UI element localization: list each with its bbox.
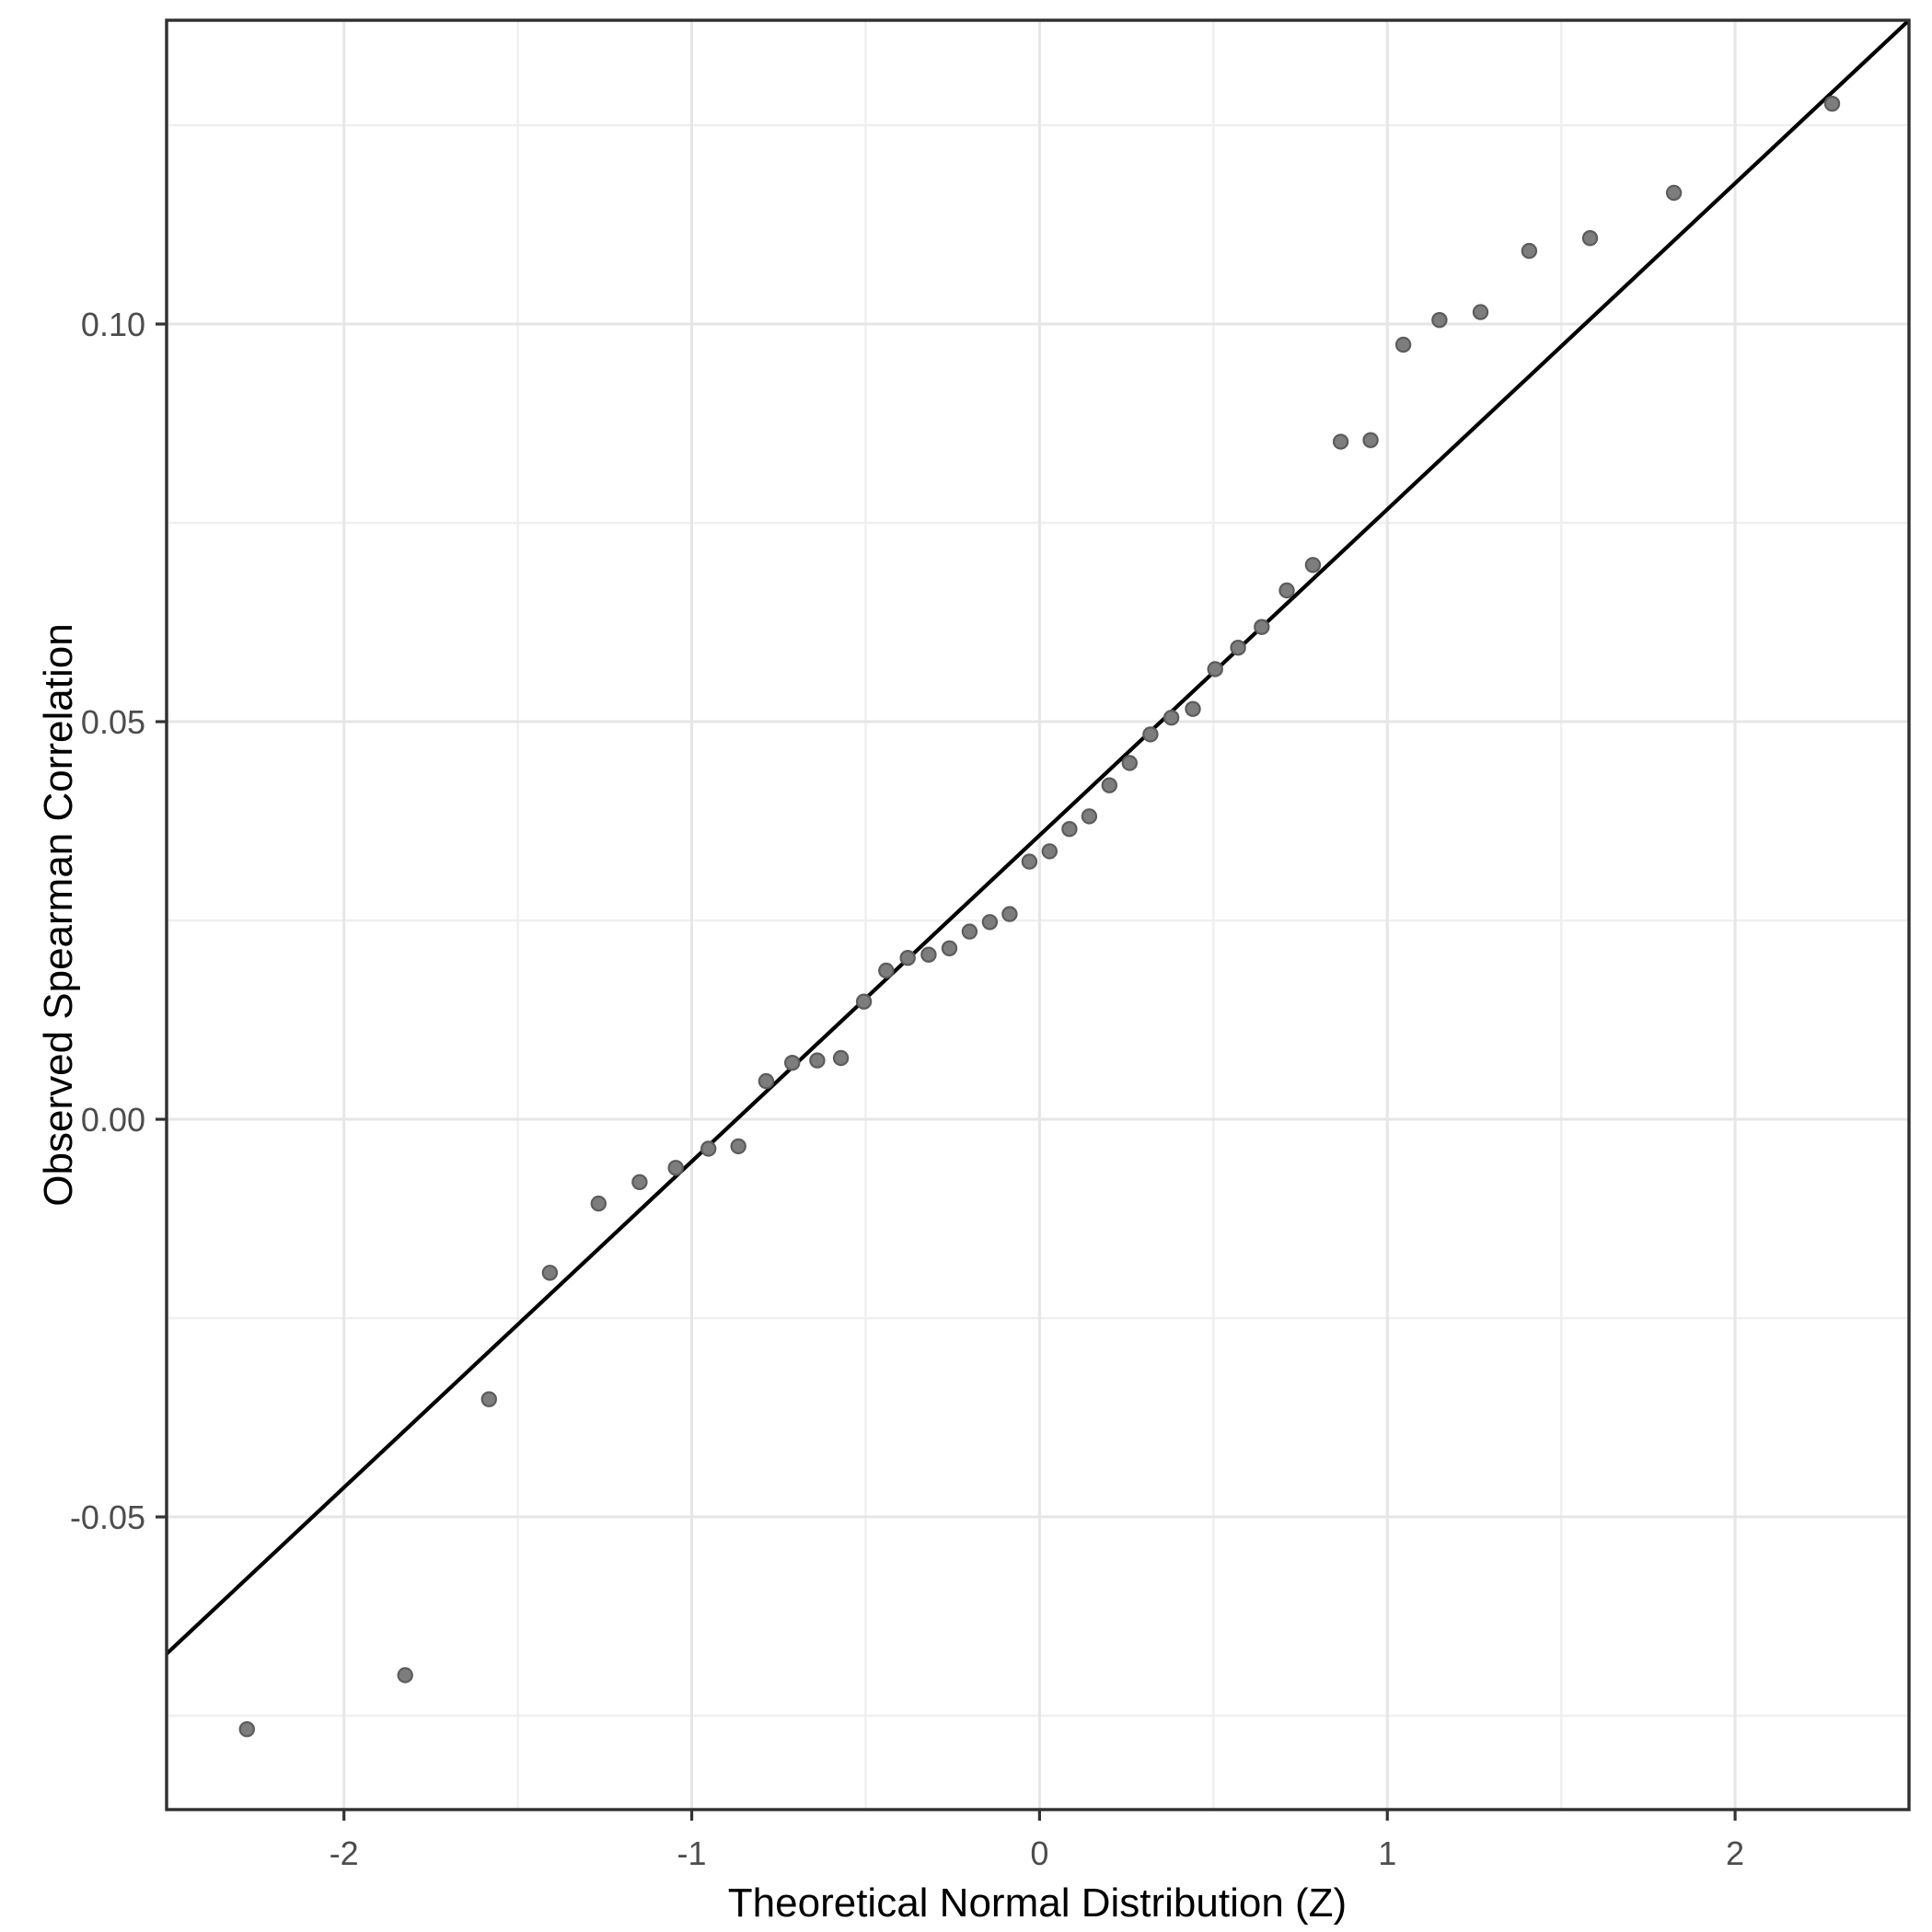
data-point xyxy=(1823,95,1841,112)
x-tick-label: -1 xyxy=(677,1834,707,1872)
y-tick-label: 0.10 xyxy=(81,306,145,343)
data-point xyxy=(1581,230,1599,247)
data-point xyxy=(541,1265,559,1281)
data-point xyxy=(730,1138,746,1155)
major-gridlines xyxy=(167,20,1909,1810)
data-point xyxy=(1207,661,1223,677)
data-point xyxy=(590,1195,607,1212)
panel-border-rect xyxy=(165,18,1911,1811)
data-point xyxy=(1304,557,1322,573)
data-point xyxy=(238,1720,255,1738)
x-axis-tick-labels: -2 -1 0 1 2 xyxy=(330,1834,1744,1872)
data-point xyxy=(1101,777,1118,793)
plot-panel xyxy=(167,20,1909,1810)
data-point xyxy=(1185,700,1201,717)
axis-tick-marks xyxy=(156,322,1737,1821)
data-point xyxy=(700,1140,717,1157)
x-tick-label: 0 xyxy=(1030,1834,1048,1872)
data-point xyxy=(809,1052,826,1069)
data-point xyxy=(920,946,937,963)
x-axis-title: Theoretical Normal Distribution (Z) xyxy=(728,1880,1347,1926)
data-point xyxy=(899,949,916,966)
data-point xyxy=(1021,853,1038,870)
y-axis-tick-labels: 0.10 0.05 0.00 -0.05 xyxy=(70,306,145,1536)
data-point xyxy=(961,923,978,940)
data-point xyxy=(1001,906,1018,922)
x-tick-label: -2 xyxy=(330,1834,359,1872)
data-point xyxy=(1521,242,1538,260)
data-point xyxy=(1163,710,1180,726)
data-point xyxy=(1041,843,1059,860)
panel-border xyxy=(165,18,1911,1811)
data-point xyxy=(1394,336,1412,353)
data-point xyxy=(631,1174,648,1191)
y-axis-title: Observed Spearman Correlation xyxy=(36,623,81,1206)
data-point xyxy=(1362,432,1379,448)
y-tick-label: 0.05 xyxy=(81,703,145,741)
data-point xyxy=(667,1160,684,1176)
qq-line xyxy=(165,18,1911,1656)
x-tick-label: 1 xyxy=(1378,1834,1396,1872)
x-tick-label: 2 xyxy=(1726,1834,1744,1872)
data-point xyxy=(1061,821,1078,838)
panel-background xyxy=(167,20,1909,1810)
data-point xyxy=(855,993,873,1010)
data-point xyxy=(1472,304,1489,320)
y-tick-label: -0.05 xyxy=(70,1498,145,1536)
data-point xyxy=(397,1667,413,1683)
y-tick-label: 0.00 xyxy=(81,1101,145,1139)
qq-reference-line xyxy=(165,18,1911,1656)
data-point xyxy=(1332,434,1349,450)
scatter-points xyxy=(238,95,1841,1738)
data-point xyxy=(832,1049,850,1067)
minor-gridlines xyxy=(167,20,1909,1810)
data-point xyxy=(878,962,895,979)
data-point xyxy=(981,914,999,931)
data-point xyxy=(1431,312,1448,329)
data-point xyxy=(1230,640,1246,656)
data-point xyxy=(1278,582,1295,599)
data-point xyxy=(941,940,958,957)
data-point xyxy=(1142,726,1159,743)
data-point xyxy=(758,1072,775,1090)
data-point xyxy=(1081,808,1098,825)
data-point xyxy=(1665,184,1683,202)
data-point xyxy=(1254,619,1270,635)
data-point xyxy=(480,1391,498,1407)
data-point xyxy=(784,1054,801,1071)
data-point xyxy=(1121,755,1139,771)
